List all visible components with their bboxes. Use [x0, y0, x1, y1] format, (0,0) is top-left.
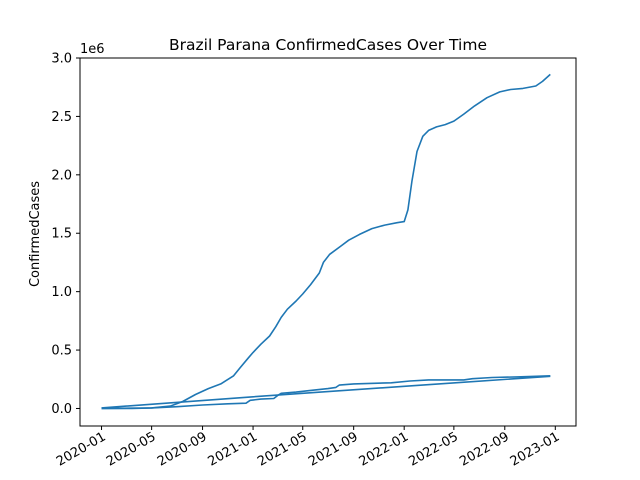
series-line-2	[101, 375, 551, 410]
series-group	[101, 73, 551, 410]
y-tick-label: 1.0	[51, 285, 72, 300]
y-tick-label: 2.5	[51, 110, 72, 125]
y-tick-label: 2.0	[51, 168, 72, 183]
plot-frame	[79, 57, 577, 427]
y-axis-offset-label: 1e6	[80, 42, 105, 57]
chart-title: Brazil Parana ConfirmedCases Over Time	[169, 36, 487, 54]
y-tick-label: 3.0	[51, 52, 72, 67]
y-tick-label: 0.5	[51, 344, 72, 359]
y-tick-label: 1.5	[51, 227, 72, 242]
series-line-1	[101, 73, 551, 410]
y-axis-label: ConfirmedCases	[28, 181, 43, 287]
y-tick-label: 0.0	[51, 402, 72, 417]
series-line-3	[101, 375, 551, 409]
